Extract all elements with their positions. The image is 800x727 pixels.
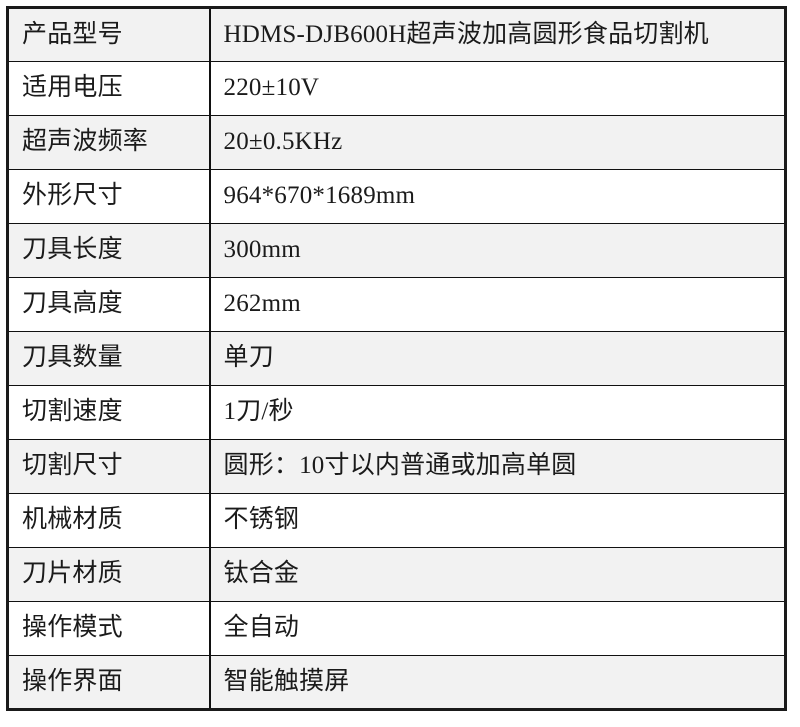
spec-label-cell: 机械材质	[7, 493, 211, 548]
spec-value-cell: 全自动	[209, 601, 786, 656]
spec-label-cell: 外形尺寸	[7, 169, 211, 224]
spec-value-cell: 智能触摸屏	[209, 655, 786, 710]
spec-label-cell: 刀片材质	[7, 547, 211, 602]
table-row: 机械材质 不锈钢	[7, 493, 786, 548]
spec-label-cell: 刀具数量	[7, 331, 211, 386]
spec-label-cell: 操作模式	[7, 601, 211, 656]
table-row: 适用电压 220±10V	[7, 61, 786, 116]
spec-label-cell: 刀具高度	[7, 277, 211, 332]
spec-value-cell: 262mm	[209, 277, 786, 332]
product-specification-table: 产品型号 HDMS-DJB600H超声波加高圆形食品切割机 适用电压 220±10V 超…	[6, 6, 787, 711]
spec-value-cell: 不锈钢	[209, 493, 786, 548]
spec-label-cell: 刀具长度	[7, 223, 211, 278]
spec-table-body: 产品型号 HDMS-DJB600H超声波加高圆形食品切割机 适用电压 220±10V 超…	[7, 7, 786, 710]
spec-label-cell: 切割尺寸	[7, 439, 211, 494]
spec-value-cell: HDMS-DJB600H超声波加高圆形食品切割机	[209, 7, 786, 62]
spec-value-cell: 1刀/秒	[209, 385, 786, 440]
spec-value-cell: 220±10V	[209, 61, 786, 116]
table-row: 操作界面 智能触摸屏	[7, 655, 786, 710]
table-row: 切割速度 1刀/秒	[7, 385, 786, 440]
table-row: 刀片材质 钛合金	[7, 547, 786, 602]
table-row: 刀具高度 262mm	[7, 277, 786, 332]
spec-label-cell: 切割速度	[7, 385, 211, 440]
spec-label-cell: 超声波频率	[7, 115, 211, 170]
table-row: 超声波频率 20±0.5KHz	[7, 115, 786, 170]
table-row: 外形尺寸 964*670*1689mm	[7, 169, 786, 224]
spec-value-cell: 20±0.5KHz	[209, 115, 786, 170]
table-row: 刀具长度 300mm	[7, 223, 786, 278]
table-row: 刀具数量 单刀	[7, 331, 786, 386]
table-row: 产品型号 HDMS-DJB600H超声波加高圆形食品切割机	[7, 7, 786, 62]
table-row: 操作模式 全自动	[7, 601, 786, 656]
table-row: 切割尺寸 圆形：10寸以内普通或加高单圆	[7, 439, 786, 494]
spec-label-cell: 操作界面	[7, 655, 211, 710]
spec-value-cell: 单刀	[209, 331, 786, 386]
spec-label-cell: 适用电压	[7, 61, 211, 116]
spec-value-cell: 300mm	[209, 223, 786, 278]
spec-label-cell: 产品型号	[7, 7, 211, 62]
spec-value-cell: 圆形：10寸以内普通或加高单圆	[209, 439, 786, 494]
spec-value-cell: 964*670*1689mm	[209, 169, 786, 224]
spec-value-cell: 钛合金	[209, 547, 786, 602]
